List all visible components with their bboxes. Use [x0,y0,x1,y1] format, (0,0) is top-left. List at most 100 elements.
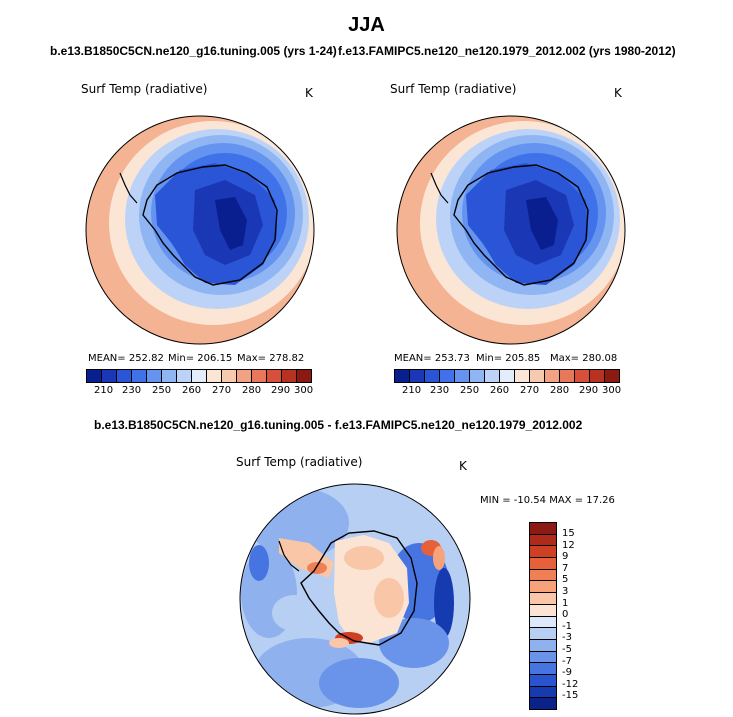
tick-label: 0 [562,609,569,621]
right-colorbar-swatch [560,370,575,382]
left-colorbar-swatch [207,370,222,382]
left-polar-map [85,115,315,345]
figure-title: JJA [348,14,385,36]
diff-units-label: K [459,459,467,473]
left-mean: MEAN= 252.82 [88,353,164,364]
left-colorbar-swatch [252,370,267,382]
right-polar-map [396,115,626,345]
right-colorbar-swatch [395,370,410,382]
right-colorbar-swatch [530,370,545,382]
tick-label: 270 [212,385,232,396]
diff-colorbar [529,522,557,710]
right-colorbar-swatch [575,370,590,382]
right-colorbar-swatch [500,370,515,382]
tick-label: -12 [562,678,579,690]
diff-colorbar-swatch [530,616,556,629]
left-colorbar [86,369,312,383]
tick-label: 230 [122,385,142,396]
diff-colorbar-swatch [530,663,556,675]
tick-label: 250 [152,385,172,396]
tick-label: 12 [562,539,575,551]
tick-label: -15 [562,690,579,702]
left-min: Min= 206.15 [168,353,233,364]
left-colorbar-swatch [282,370,297,382]
right-colorbar-swatch [605,370,619,382]
left-variable-label: Surf Temp (radiative) [81,82,208,96]
diff-variable-label: Surf Temp (radiative) [236,455,363,469]
right-colorbar-swatch [590,370,605,382]
tick-label: 250 [460,385,480,396]
left-colorbar-swatch [177,370,192,382]
right-subtitle: f.e13.FAMIPC5.ne120_ne120.1979_2012.002 … [338,44,676,58]
diff-colorbar-swatch [530,686,556,699]
tick-label: 5 [562,574,569,586]
right-colorbar-swatch [545,370,560,382]
left-colorbar-swatch [237,370,252,382]
diff-colorbar-swatch [530,639,556,652]
diff-colorbar-swatch [530,546,556,559]
tick-label: 280 [242,385,262,396]
tick-label: 210 [94,385,114,396]
diff-colorbar-swatch [530,523,556,535]
right-units-label: K [614,86,622,100]
right-mean: MEAN= 253.73 [394,353,470,364]
tick-label: 290 [579,385,599,396]
diff-colorbar-swatch [530,651,556,664]
left-colorbar-swatch [87,370,102,382]
tick-label: 290 [271,385,291,396]
tick-label: 280 [550,385,570,396]
tick-label: 15 [562,528,575,539]
diff-colorbar-swatch [530,581,556,594]
right-colorbar [394,369,620,383]
right-variable-label: Surf Temp (radiative) [390,82,517,96]
tick-label: 270 [520,385,540,396]
right-colorbar-swatch [425,370,440,382]
left-colorbar-swatch [162,370,177,382]
diff-colorbar-swatch [530,593,556,605]
tick-label: 1 [562,597,569,609]
diff-colorbar-swatch [530,674,556,687]
tick-label: -7 [562,655,572,667]
left-colorbar-swatch [102,370,117,382]
tick-label: 7 [562,562,569,574]
tick-label: 300 [602,385,622,396]
diff-polar-map [239,483,471,715]
tick-label: -1 [562,620,572,632]
left-colorbar-swatch [117,370,132,382]
tick-label: -3 [562,632,572,644]
right-colorbar-swatch [515,370,530,382]
left-max: Max= 278.82 [237,353,305,364]
right-min: Min= 205.85 [476,353,541,364]
diff-colorbar-swatch [530,534,556,547]
left-subtitle: b.e13.B1850C5CN.ne120_g16.tuning.005 (yr… [50,44,337,58]
left-colorbar-swatch [192,370,207,382]
diff-colorbar-swatch [530,569,556,582]
tick-label: 210 [402,385,422,396]
tick-label: 260 [182,385,202,396]
diff-colorbar-labels: 15 12 9 7 5 3 1 0 -1 -3 -5 -7 -9 -12 -15 [562,528,602,708]
diff-subtitle: b.e13.B1850C5CN.ne120_g16.tuning.005 - f… [94,418,583,432]
diff-minmax: MIN = -10.54 MAX = 17.26 [480,495,615,506]
left-colorbar-swatch [222,370,237,382]
tick-label: 9 [562,551,569,563]
right-colorbar-swatch [455,370,470,382]
diff-colorbar-swatch [530,558,556,570]
tick-label: -9 [562,667,572,679]
right-colorbar-swatch [410,370,425,382]
tick-label: 230 [430,385,450,396]
right-colorbar-swatch [440,370,455,382]
left-colorbar-swatch [267,370,282,382]
left-colorbar-swatch [132,370,147,382]
right-colorbar-swatch [485,370,500,382]
tick-label: -5 [562,644,572,655]
diff-colorbar-swatch [530,698,556,709]
left-colorbar-swatch [147,370,162,382]
left-units-label: K [305,86,313,100]
tick-label: 300 [294,385,314,396]
tick-label: 260 [490,385,510,396]
right-colorbar-swatch [470,370,485,382]
tick-label: 3 [562,586,569,597]
diff-colorbar-swatch [530,628,556,640]
diff-colorbar-swatch [530,604,556,617]
right-max: Max= 280.08 [550,353,618,364]
